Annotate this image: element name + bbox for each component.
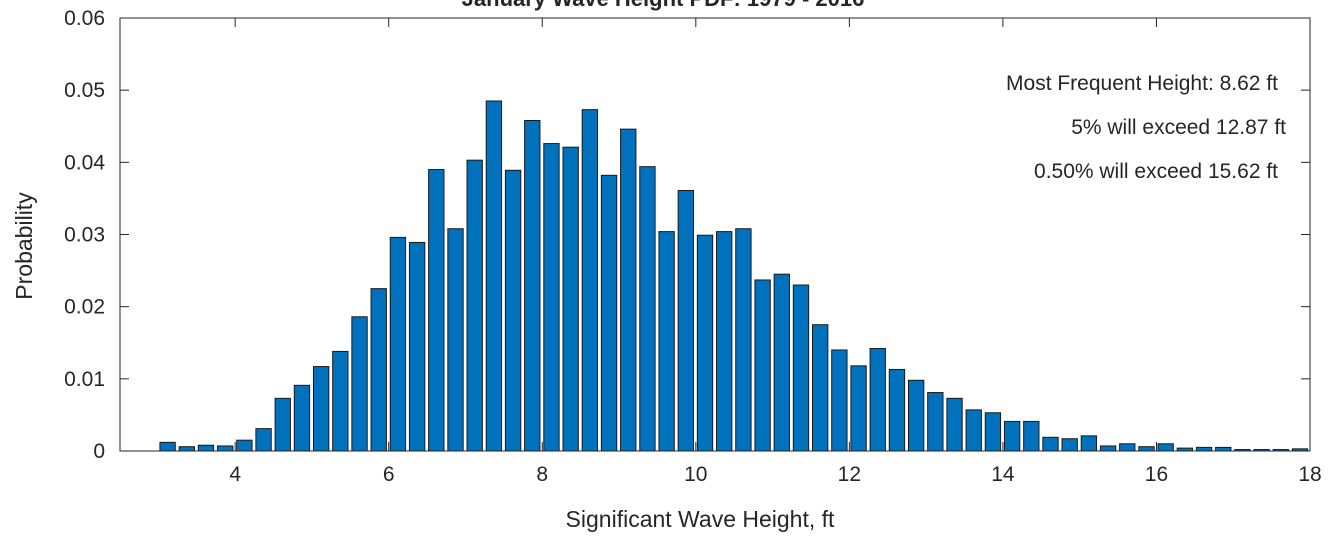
y-axis-label: Probability xyxy=(11,192,37,300)
x-tick-label: 8 xyxy=(536,463,548,486)
bar xyxy=(1099,445,1117,452)
bar xyxy=(1195,446,1213,452)
bar xyxy=(1061,438,1078,452)
bar xyxy=(1042,436,1059,452)
bar xyxy=(159,441,176,452)
bar xyxy=(735,228,752,452)
bar xyxy=(620,128,637,452)
bar xyxy=(504,169,522,452)
bar xyxy=(754,279,771,452)
bar xyxy=(332,350,349,452)
x-tick-label: 16 xyxy=(1145,463,1168,486)
bar xyxy=(197,444,215,452)
bar xyxy=(831,349,848,452)
annotation-most-frequent: Most Frequent Height: 8.62 ft xyxy=(1006,72,1278,95)
bar xyxy=(696,234,714,452)
y-tick-label: 0.02 xyxy=(64,296,105,319)
bar xyxy=(389,236,407,452)
bar xyxy=(1023,420,1040,452)
bar xyxy=(581,109,599,452)
bar xyxy=(562,146,579,452)
bar xyxy=(466,159,483,452)
bar xyxy=(255,428,272,452)
bar xyxy=(236,439,253,452)
x-tick-label: 4 xyxy=(229,463,241,486)
bar xyxy=(907,379,925,452)
bar xyxy=(293,384,311,452)
bar xyxy=(408,241,426,452)
bar xyxy=(965,409,982,452)
bar xyxy=(1119,443,1136,452)
y-tick-label: 0.04 xyxy=(64,151,105,174)
bar xyxy=(927,392,944,452)
annotation-half-percent: 0.50% will exceed 15.62 ft xyxy=(1034,160,1278,183)
bar xyxy=(677,189,695,452)
bar xyxy=(984,412,1002,452)
bar xyxy=(274,397,291,452)
bar xyxy=(178,446,195,452)
bar xyxy=(312,366,330,452)
x-axis-label: Significant Wave Height, ft xyxy=(566,506,835,532)
bar xyxy=(1157,443,1174,452)
bar xyxy=(869,348,886,452)
bar xyxy=(1080,435,1098,452)
y-tick-label: 0 xyxy=(93,440,105,463)
bar xyxy=(658,231,675,452)
bar xyxy=(543,143,560,452)
x-tick-label: 12 xyxy=(838,463,861,486)
bar xyxy=(524,119,541,452)
y-tick-label: 0.05 xyxy=(64,79,105,102)
x-tick-label: 6 xyxy=(383,463,395,486)
bar xyxy=(850,365,867,452)
bar xyxy=(600,174,618,452)
bar xyxy=(946,397,963,452)
y-tick-label: 0.03 xyxy=(64,224,105,247)
bar xyxy=(217,445,234,452)
bar xyxy=(370,288,387,452)
annotation-5-percent: 5% will exceed 12.87 ft xyxy=(1071,116,1286,139)
bar xyxy=(485,100,503,452)
y-axis-ticks: 0 0.01 0.02 0.03 0.04 0.05 0.06 xyxy=(64,7,1310,463)
bar xyxy=(639,166,656,452)
y-tick-label: 0.01 xyxy=(64,368,105,391)
bar xyxy=(1003,420,1021,452)
bar xyxy=(716,231,733,452)
bar xyxy=(1215,446,1232,452)
bar xyxy=(792,284,810,452)
bars-layer xyxy=(159,100,1309,452)
bar xyxy=(888,368,906,452)
chart-title: January Wave Height PDF: 1979 - 2016 xyxy=(462,0,865,11)
x-axis-ticks: 4 6 8 10 12 14 16 18 xyxy=(229,18,1322,486)
bar xyxy=(428,169,445,452)
bar xyxy=(812,324,829,452)
bar xyxy=(1138,446,1155,452)
x-tick-label: 18 xyxy=(1298,463,1321,486)
bar xyxy=(351,316,368,452)
x-tick-label: 14 xyxy=(991,463,1015,486)
bar xyxy=(447,228,464,452)
bar xyxy=(773,273,790,452)
x-tick-label: 10 xyxy=(684,463,707,486)
y-tick-label: 0.06 xyxy=(64,7,105,30)
